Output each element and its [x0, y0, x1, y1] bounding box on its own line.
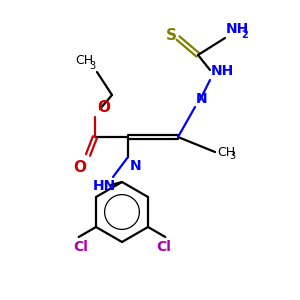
Text: O: O: [74, 160, 86, 175]
Text: HN: HN: [93, 179, 116, 193]
Text: Cl: Cl: [73, 240, 88, 254]
Text: O: O: [97, 100, 110, 115]
Text: CH: CH: [75, 54, 93, 67]
Text: 3: 3: [89, 61, 95, 71]
Text: NH: NH: [211, 64, 234, 78]
Text: 3: 3: [229, 151, 235, 161]
Text: N: N: [130, 159, 142, 173]
Text: N: N: [196, 92, 208, 106]
Text: S: S: [166, 28, 177, 44]
Text: Cl: Cl: [156, 240, 171, 254]
Text: NH: NH: [226, 22, 249, 36]
Text: 2: 2: [241, 30, 248, 40]
Text: CH: CH: [217, 146, 235, 158]
